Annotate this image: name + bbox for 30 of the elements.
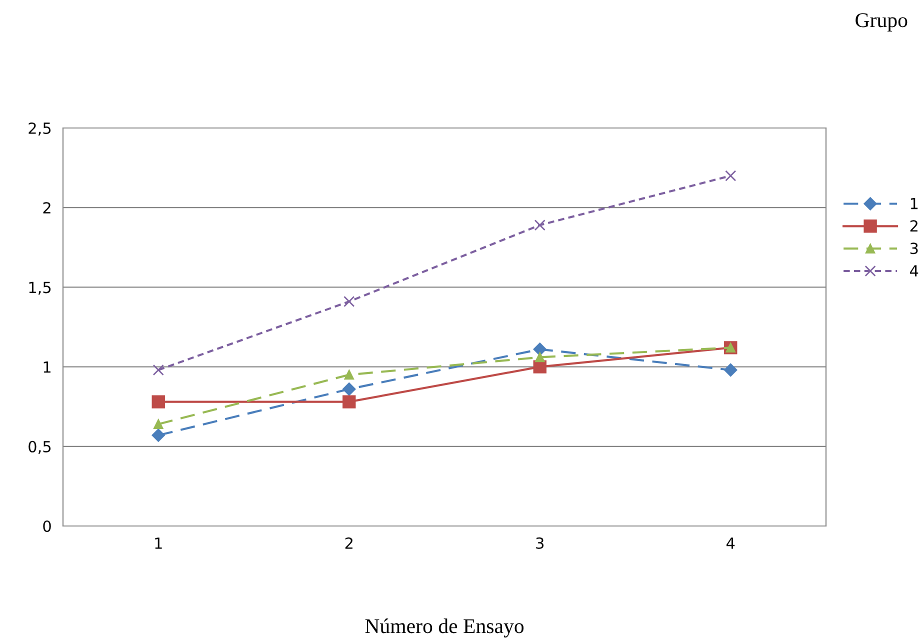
point (152, 364, 164, 376)
x-tick-label: 3 (536, 537, 544, 549)
y-tick-label: 0,5 (28, 440, 51, 454)
point (533, 360, 546, 374)
x-tick-label: 4 (726, 538, 735, 549)
y-tick-label: 1 (44, 361, 50, 373)
point (152, 395, 165, 408)
x-tick-label: 2 (345, 537, 352, 549)
point (344, 296, 355, 308)
point (533, 342, 546, 356)
x-axis-title: Número de Ensayo (365, 618, 524, 638)
point (342, 382, 356, 396)
legend-label: 2 (910, 220, 918, 232)
point (724, 363, 738, 377)
legend-label: 1 (910, 198, 918, 210)
point (154, 419, 164, 429)
point (535, 352, 545, 362)
point (725, 170, 736, 182)
y-tick-label: 2,5 (28, 122, 51, 136)
point (534, 220, 546, 231)
y-tick-label: 0 (43, 520, 51, 532)
y-tick-label: 2 (43, 202, 50, 214)
x-tick-label: 1 (155, 538, 162, 549)
y-tick-label: 1,5 (29, 282, 51, 295)
legend-title: Grupo (856, 13, 908, 32)
point (152, 428, 165, 442)
legend-label: 4 (910, 265, 918, 276)
point (344, 370, 354, 380)
point (342, 395, 356, 408)
legend-label: 3 (910, 242, 918, 254)
